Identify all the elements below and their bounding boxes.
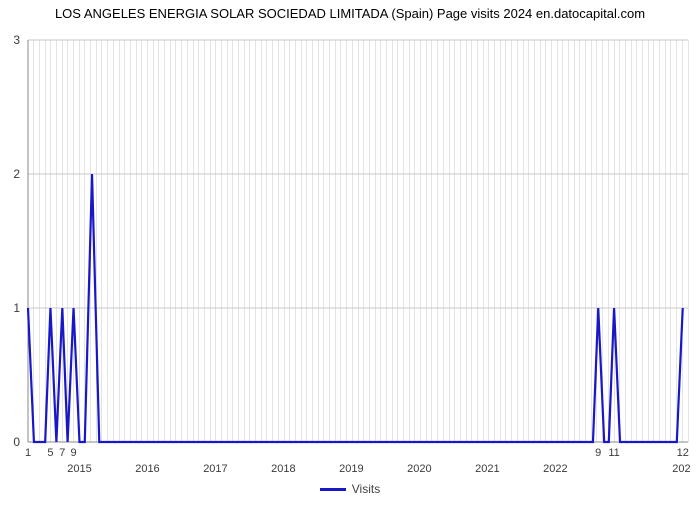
x-tick-label: 9	[595, 447, 601, 459]
x-year-label: 2016	[135, 463, 159, 475]
x-tick-label: 7	[59, 447, 65, 459]
x-year-label: 2022	[543, 463, 567, 475]
x-year-label: 2015	[67, 463, 91, 475]
x-tick-label: 5	[47, 447, 53, 459]
y-tick-label: 0	[13, 435, 20, 449]
y-tick-label: 2	[13, 167, 20, 181]
legend-item: Visits	[320, 482, 380, 496]
y-tick-label: 3	[13, 33, 20, 47]
y-tick-label: 1	[13, 301, 20, 315]
x-tick-label: 9	[70, 447, 76, 459]
chart-container: LOS ANGELES ENERGIA SOLAR SOCIEDAD LIMIT…	[0, 0, 700, 500]
line-chart: LOS ANGELES ENERGIA SOLAR SOCIEDAD LIMIT…	[0, 0, 700, 500]
x-year-label: 202	[672, 463, 690, 475]
legend-swatch	[320, 488, 346, 491]
legend: Visits	[0, 480, 700, 497]
legend-label: Visits	[352, 482, 380, 496]
x-year-label: 2020	[407, 463, 431, 475]
x-year-label: 2017	[203, 463, 227, 475]
x-year-label: 2021	[475, 463, 499, 475]
x-year-label: 2019	[339, 463, 363, 475]
x-tick-label: 12	[677, 447, 689, 459]
x-tick-label: 11	[608, 447, 619, 459]
chart-title: LOS ANGELES ENERGIA SOLAR SOCIEDAD LIMIT…	[55, 6, 645, 21]
x-year-label: 2018	[271, 463, 295, 475]
x-tick-label: 1	[25, 447, 31, 459]
